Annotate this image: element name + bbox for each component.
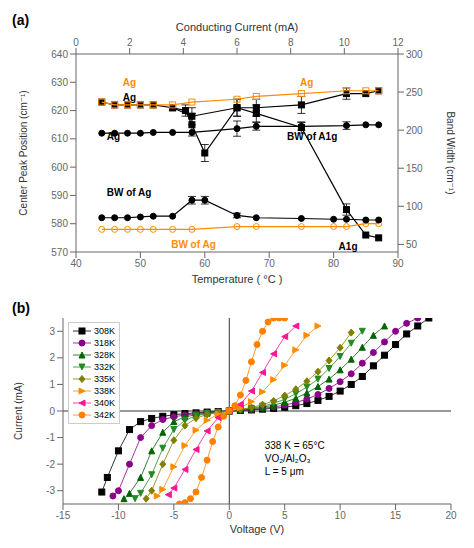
svg-text:Ag: Ag <box>300 77 313 88</box>
svg-text:3: 3 <box>49 326 55 337</box>
html-text:340K: 340K <box>94 398 115 408</box>
svg-text:2: 2 <box>127 37 133 48</box>
svg-text:580: 580 <box>51 218 68 229</box>
svg-text:250: 250 <box>406 87 423 98</box>
html-text:338K: 338K <box>94 386 115 396</box>
svg-text:20: 20 <box>445 510 457 521</box>
svg-text:Band Width (cm⁻¹): Band Width (cm⁻¹) <box>445 111 456 194</box>
svg-text:40: 40 <box>70 258 82 269</box>
svg-text:15: 15 <box>390 510 402 521</box>
svg-text:0: 0 <box>73 37 79 48</box>
svg-text:90: 90 <box>392 258 404 269</box>
svg-text:50: 50 <box>406 239 418 250</box>
svg-text:4: 4 <box>181 37 187 48</box>
svg-text:-2: -2 <box>46 459 55 470</box>
svg-text:BW of Ag: BW of Ag <box>107 187 152 198</box>
svg-text:12: 12 <box>392 37 404 48</box>
svg-text:10: 10 <box>339 37 351 48</box>
svg-text:630: 630 <box>51 77 68 88</box>
svg-text:BW of Ag: BW of Ag <box>171 239 216 250</box>
svg-text:0: 0 <box>49 406 55 417</box>
html-text:318K: 318K <box>94 338 115 348</box>
svg-text:80: 80 <box>328 258 340 269</box>
svg-text:Current (mA): Current (mA) <box>13 382 24 440</box>
svg-text:A1g: A1g <box>339 241 358 252</box>
svg-text:6: 6 <box>234 37 240 48</box>
svg-text:60: 60 <box>199 258 211 269</box>
html-text:(a): (a) <box>12 12 30 28</box>
svg-text:Conducting Current (mA): Conducting Current (mA) <box>176 21 298 33</box>
svg-text:610: 610 <box>51 133 68 144</box>
svg-text:8: 8 <box>288 37 294 48</box>
svg-text:Temperature ( °C ): Temperature ( °C ) <box>192 273 283 285</box>
svg-text:-5: -5 <box>169 510 178 521</box>
svg-text:590: 590 <box>51 190 68 201</box>
html-text:328K: 328K <box>94 350 115 360</box>
svg-text:-15: -15 <box>56 510 71 521</box>
svg-text:-1: -1 <box>46 432 55 443</box>
svg-text:Ag: Ag <box>123 77 136 88</box>
svg-text:200: 200 <box>406 125 423 136</box>
html-text:332K: 332K <box>94 362 115 372</box>
svg-text:5: 5 <box>282 510 288 521</box>
svg-text:Center Peak Position (cm⁻¹): Center Peak Position (cm⁻¹) <box>18 90 29 215</box>
svg-text:Voltage (V): Voltage (V) <box>230 523 284 535</box>
svg-text:-10: -10 <box>111 510 126 521</box>
svg-text:Ag: Ag <box>123 92 136 103</box>
svg-text:600: 600 <box>51 162 68 173</box>
svg-text:150: 150 <box>406 163 423 174</box>
html-text:(b): (b) <box>12 300 30 316</box>
svg-text:70: 70 <box>264 258 276 269</box>
svg-text:620: 620 <box>51 105 68 116</box>
svg-text:50: 50 <box>135 258 147 269</box>
svg-text:10: 10 <box>335 510 347 521</box>
html-text:342K: 342K <box>94 410 115 420</box>
svg-text:640: 640 <box>51 49 68 60</box>
html-text:338 K = 65°C VO₂/Al₂O₃ L = 5 μ: 338 K = 65°C VO₂/Al₂O₃ L = 5 μm <box>264 439 325 476</box>
html-text:308K: 308K <box>94 326 115 336</box>
svg-text:2: 2 <box>49 352 55 363</box>
svg-text:570: 570 <box>51 247 68 258</box>
svg-text:0: 0 <box>227 510 233 521</box>
svg-text:1: 1 <box>49 379 55 390</box>
svg-text:BW of A1g: BW of A1g <box>287 131 337 142</box>
svg-text:-3: -3 <box>46 485 55 496</box>
svg-text:100: 100 <box>406 201 423 212</box>
svg-text:Ag: Ag <box>107 131 120 142</box>
html-text:335K: 335K <box>94 374 115 384</box>
svg-text:300: 300 <box>406 49 423 60</box>
